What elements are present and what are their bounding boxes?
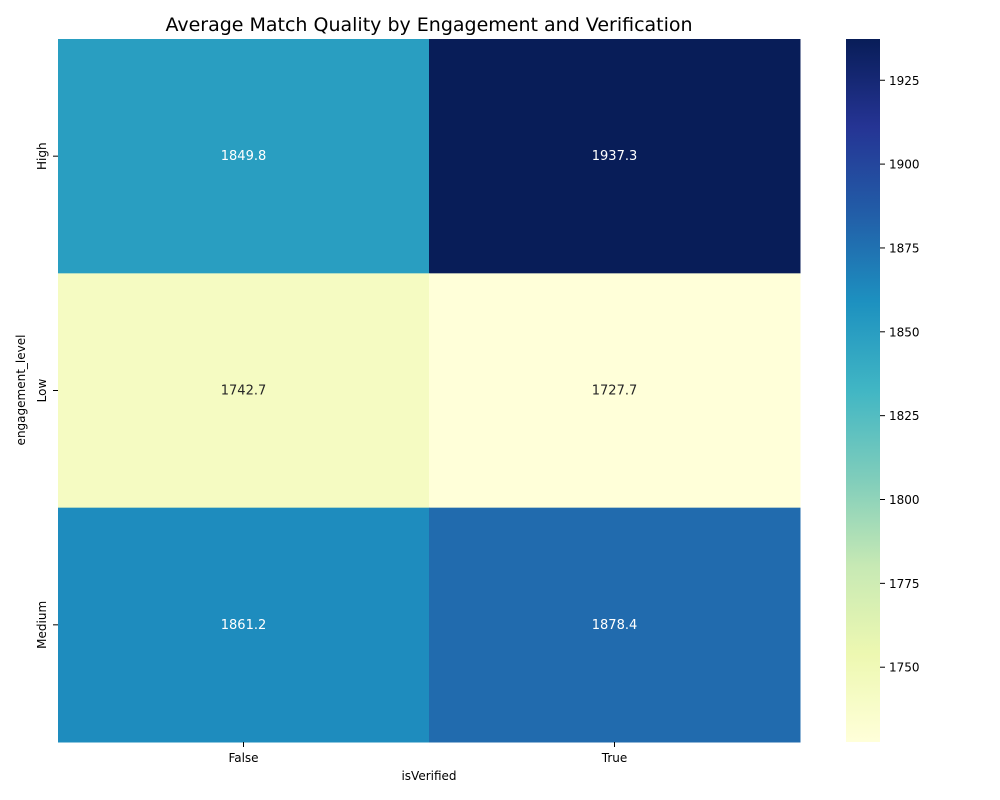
y-axis: High Low Medium xyxy=(35,142,58,649)
heatmap-cell-low-true xyxy=(429,273,801,509)
colorbar-tick-label: 1750 xyxy=(889,661,920,675)
y-axis-label: engagement_level xyxy=(14,335,28,446)
cell-value-label: 1849.8 xyxy=(221,149,267,164)
chart-title: Average Match Quality by Engagement and … xyxy=(165,14,692,36)
y-tick-label: Medium xyxy=(35,601,49,649)
heatmap-cell-high-true xyxy=(429,39,801,274)
x-tick-label: False xyxy=(228,751,258,765)
heatmap-cell-high-false xyxy=(58,39,430,274)
colorbar-ticks: 1750 1775 1800 1825 1850 1875 1900 1925 xyxy=(880,74,920,675)
cell-value-label: 1727.7 xyxy=(592,384,638,399)
colorbar-tick-label: 1800 xyxy=(889,493,920,507)
y-tick-label: High xyxy=(35,142,49,170)
colorbar-tick-label: 1850 xyxy=(889,325,920,339)
x-axis: False True xyxy=(228,742,627,765)
x-tick-label: True xyxy=(601,751,628,765)
heatmap-cell-medium-false xyxy=(58,507,430,743)
colorbar-tick-label: 1900 xyxy=(889,158,920,172)
heatmap-cell-medium-true xyxy=(429,507,801,743)
heatmap-cell-low-false xyxy=(58,273,430,509)
y-tick-label: Low xyxy=(35,379,49,403)
colorbar xyxy=(846,39,880,742)
colorbar-tick-label: 1825 xyxy=(889,409,920,423)
colorbar-tick-label: 1775 xyxy=(889,577,920,591)
x-axis-label: isVerified xyxy=(401,769,456,783)
cell-value-label: 1742.7 xyxy=(221,384,267,399)
heatmap-cell-labels: 1849.8 1937.3 1742.7 1727.7 1861.2 1878.4 xyxy=(221,149,638,633)
colorbar-tick-label: 1925 xyxy=(889,74,920,88)
cell-value-label: 1861.2 xyxy=(221,618,267,633)
colorbar-tick-label: 1875 xyxy=(889,241,920,255)
cell-value-label: 1937.3 xyxy=(592,149,638,164)
heatmap-cells xyxy=(58,39,801,743)
cell-value-label: 1878.4 xyxy=(592,618,638,633)
